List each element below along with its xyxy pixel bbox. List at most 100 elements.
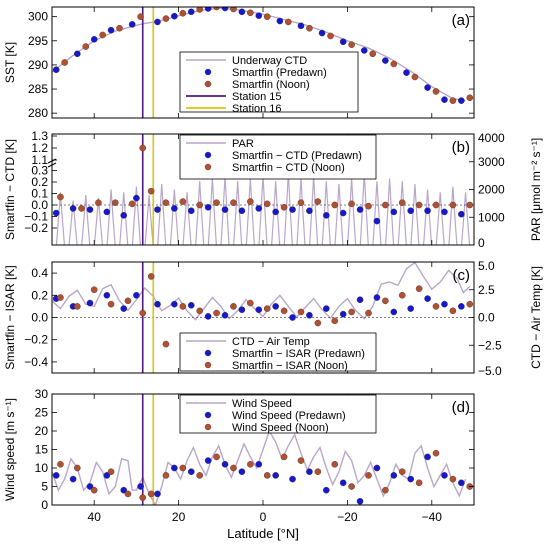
predawn-point (86, 299, 94, 307)
y-tick-label: 300 (28, 10, 48, 24)
y-tick-label: −0.1 (24, 210, 48, 224)
y-tick-label: 10 (35, 461, 49, 475)
legend-swatch (204, 411, 212, 419)
y-tick-label: 285 (28, 82, 48, 96)
predawn-point (276, 17, 284, 25)
predawn-point (272, 472, 279, 479)
par-line (435, 192, 445, 245)
noon-point (112, 199, 119, 206)
noon-point (297, 199, 305, 206)
noon-point (314, 198, 322, 205)
predawn-point (128, 21, 136, 28)
predawn-point (221, 311, 229, 319)
predawn-point (407, 475, 415, 483)
noon-point (61, 59, 68, 66)
predawn-point (373, 217, 381, 225)
predawn-point (339, 209, 347, 217)
noon-point (348, 200, 355, 208)
noon-point (369, 50, 377, 58)
par-line (422, 189, 433, 245)
noon-point (331, 317, 339, 325)
predawn-point (458, 210, 465, 218)
par-line (182, 192, 192, 245)
predawn-point (221, 460, 229, 468)
noon-point (285, 18, 292, 26)
x-axis-label: Latitude [°N] (227, 526, 299, 541)
par-line (385, 178, 395, 245)
predawn-point (137, 483, 144, 490)
predawn-point (356, 497, 364, 505)
y-tick-label: 0.2 (31, 175, 48, 189)
par-line (245, 178, 255, 245)
predawn-point (424, 207, 431, 215)
noon-point (466, 300, 474, 308)
par-line (397, 181, 407, 245)
predawn-point (120, 212, 128, 219)
predawn-point (272, 208, 279, 216)
noon-point (139, 494, 147, 501)
predawn-point (356, 296, 364, 304)
noon-point (348, 41, 355, 48)
legend-label: Smartfin − ISAR (Noon) (232, 360, 348, 372)
noon-point (213, 7, 220, 11)
noon-point (297, 308, 305, 316)
predawn-point (424, 453, 431, 461)
noon-point (247, 198, 254, 205)
noon-point (139, 309, 147, 317)
par-line (93, 197, 104, 245)
legend-box (179, 332, 377, 372)
noon-point (263, 13, 271, 20)
noon-point (128, 200, 136, 208)
y2-tick-label: 0.0 (478, 311, 495, 325)
noon-point (124, 490, 132, 498)
predawn-point (204, 313, 212, 320)
x-tick-label: −40 (422, 510, 443, 524)
predawn-point (154, 300, 161, 308)
x-tick-label: 20 (172, 510, 186, 524)
predawn-point (171, 464, 178, 472)
par-line (144, 195, 154, 245)
noon-point (390, 60, 398, 68)
y-axis-label: SST [K] (3, 42, 17, 83)
noon-point (179, 464, 187, 472)
par-line (157, 183, 167, 245)
noon-point (162, 199, 170, 206)
noon-point (196, 201, 203, 209)
predawn-point (272, 303, 279, 310)
predawn-point (390, 308, 398, 316)
par-line (296, 178, 306, 245)
noon-point (280, 307, 288, 315)
legend-swatch (204, 423, 212, 431)
noon-point (449, 475, 457, 483)
noon-point (179, 303, 187, 310)
noon-point (466, 94, 474, 102)
y-tick-label: 0.2 (31, 288, 48, 302)
predawn-point (120, 486, 128, 494)
noon-point (314, 319, 322, 327)
noon-point (280, 453, 288, 461)
noon-point (398, 468, 406, 476)
predawn-point (52, 209, 60, 217)
predawn-point (360, 47, 368, 54)
y-tick-label: −0.2 (24, 221, 48, 235)
y-tick-label: 0.0 (31, 198, 48, 212)
noon-point (327, 32, 334, 40)
predawn-point (390, 208, 398, 216)
noon-point (449, 97, 457, 104)
par-line (410, 183, 420, 245)
x-tick-label: 40 (88, 510, 102, 524)
noon-point (382, 297, 389, 305)
noon-point (162, 340, 170, 348)
legend-label: Smartfin (Predawn) (232, 67, 327, 79)
par-line (106, 189, 116, 245)
noon-point (196, 472, 203, 479)
legend-label: Wind Speed (Noon) (232, 422, 329, 434)
noon-point (280, 203, 288, 211)
predawn-point (187, 207, 195, 215)
y-tick-label: 5 (41, 480, 48, 494)
predawn-point (339, 310, 347, 318)
par-line (119, 192, 129, 245)
predawn-point (86, 483, 94, 490)
noon-point (162, 15, 170, 22)
